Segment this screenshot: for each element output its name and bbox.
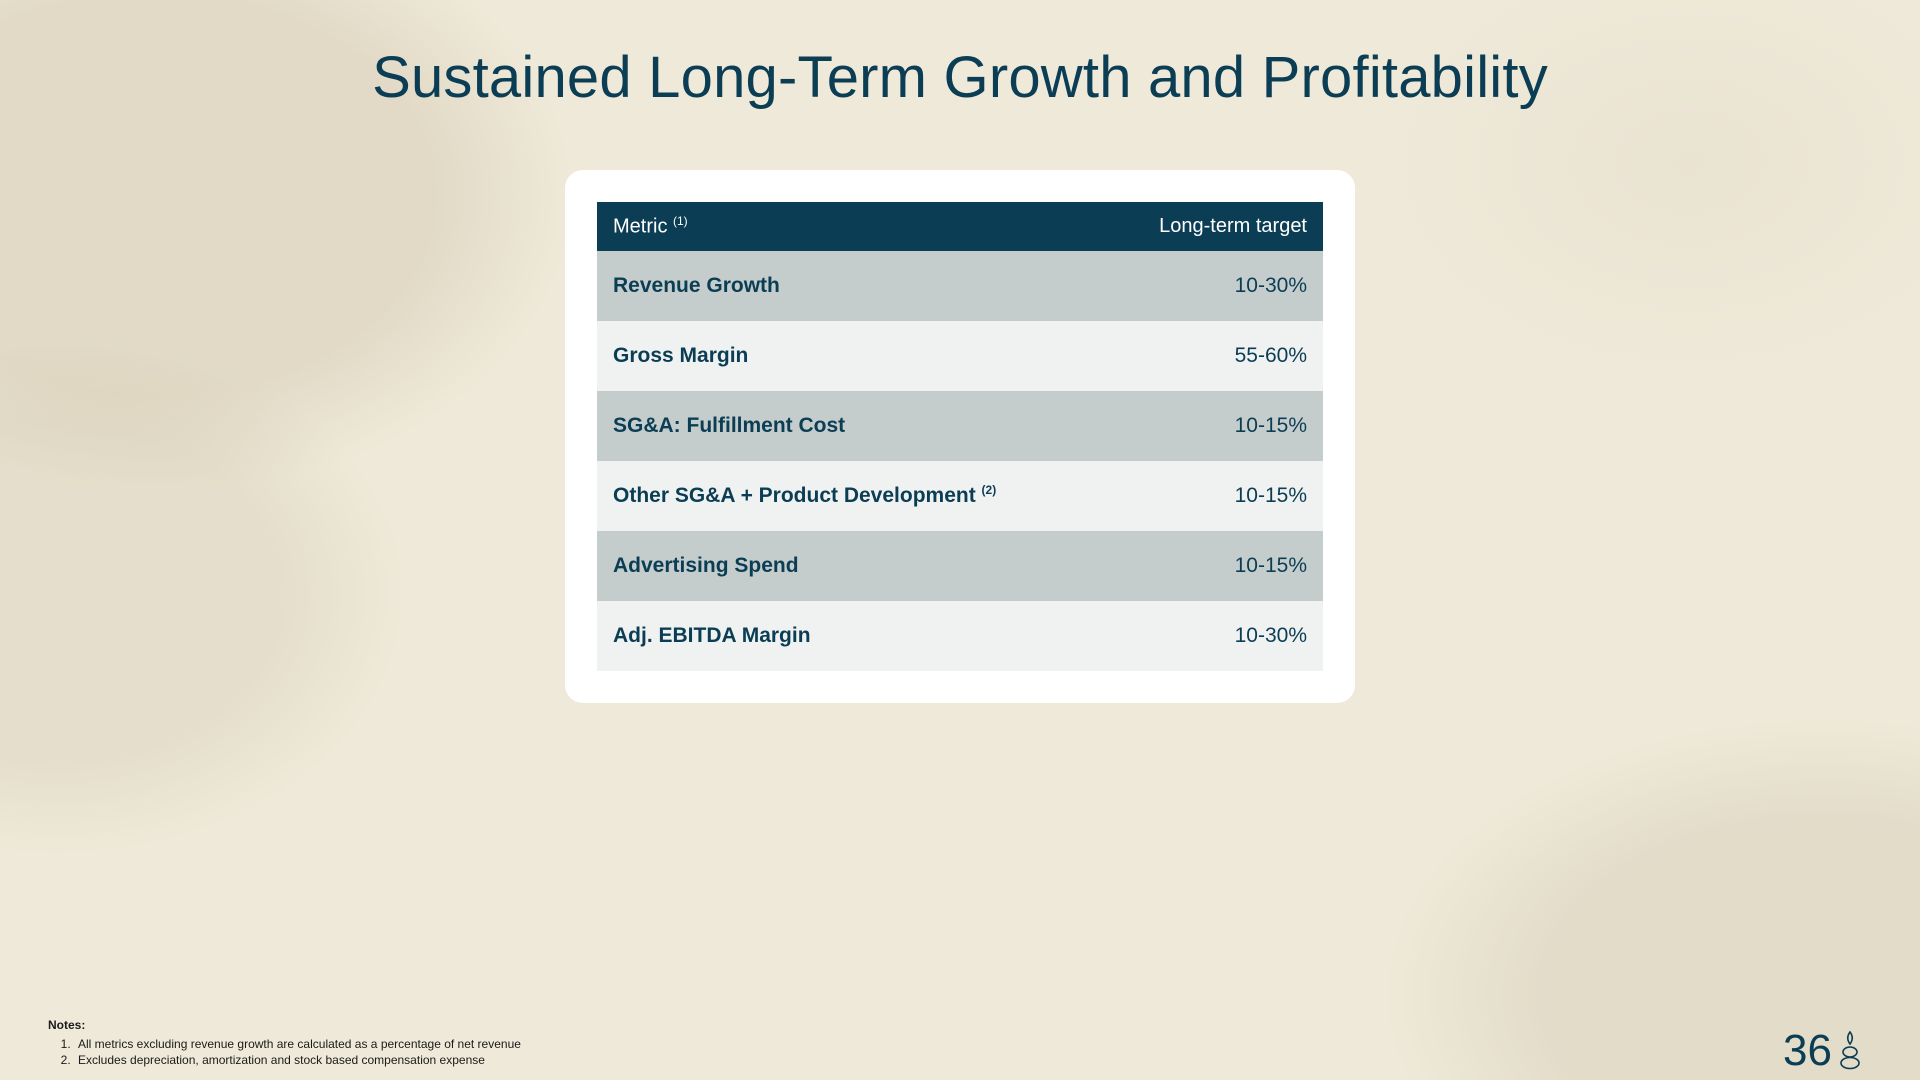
table-row: SG&A: Fulfillment Cost 10-15% (597, 391, 1323, 461)
footnote-item: Excludes depreciation, amortization and … (74, 1052, 521, 1068)
metrics-card: Metric (1) Long-term target Revenue Grow… (565, 170, 1355, 703)
footnotes-title: Notes: (48, 1017, 521, 1033)
page-title: Sustained Long-Term Growth and Profitabi… (0, 44, 1920, 111)
brand-logo-icon (1838, 1030, 1862, 1070)
header-metric: Metric (1) (597, 202, 1104, 251)
page-number-area: 36 (1783, 1026, 1862, 1076)
metrics-table: Metric (1) Long-term target Revenue Grow… (597, 202, 1323, 671)
metric-cell: Adj. EBITDA Margin (597, 601, 1104, 671)
footnotes: Notes: All metrics excluding revenue gro… (48, 1017, 521, 1068)
target-cell: 55-60% (1104, 321, 1323, 391)
slide: Sustained Long-Term Growth and Profitabi… (0, 0, 1920, 1080)
target-cell: 10-15% (1104, 391, 1323, 461)
table-row: Advertising Spend 10-15% (597, 531, 1323, 601)
target-cell: 10-30% (1104, 601, 1323, 671)
table-row: Other SG&A + Product Development (2)10-1… (597, 461, 1323, 531)
metric-cell: SG&A: Fulfillment Cost (597, 391, 1104, 461)
table-row: Gross Margin 55-60% (597, 321, 1323, 391)
metric-cell: Other SG&A + Product Development (2) (597, 461, 1104, 531)
target-cell: 10-30% (1104, 251, 1323, 321)
header-metric-label: Metric (613, 216, 667, 238)
metric-label: Gross Margin (613, 344, 748, 367)
metric-label: Other SG&A + Product Development (613, 484, 976, 507)
header-metric-sup: (1) (673, 214, 688, 228)
table-header-row: Metric (1) Long-term target (597, 202, 1323, 251)
page-number: 36 (1783, 1026, 1832, 1076)
metric-cell: Revenue Growth (597, 251, 1104, 321)
table-row: Adj. EBITDA Margin 10-30% (597, 601, 1323, 671)
metric-label: Adj. EBITDA Margin (613, 624, 811, 647)
footnote-item: All metrics excluding revenue growth are… (74, 1036, 521, 1052)
metric-cell: Advertising Spend (597, 531, 1104, 601)
table-row: Revenue Growth 10-30% (597, 251, 1323, 321)
header-target: Long-term target (1104, 202, 1323, 251)
metric-sup: (2) (982, 483, 997, 497)
target-cell: 10-15% (1104, 461, 1323, 531)
footnotes-list: All metrics excluding revenue growth are… (48, 1036, 521, 1068)
metric-label: SG&A: Fulfillment Cost (613, 414, 845, 437)
target-cell: 10-15% (1104, 531, 1323, 601)
metric-label: Revenue Growth (613, 274, 780, 297)
metric-label: Advertising Spend (613, 554, 799, 577)
metric-cell: Gross Margin (597, 321, 1104, 391)
